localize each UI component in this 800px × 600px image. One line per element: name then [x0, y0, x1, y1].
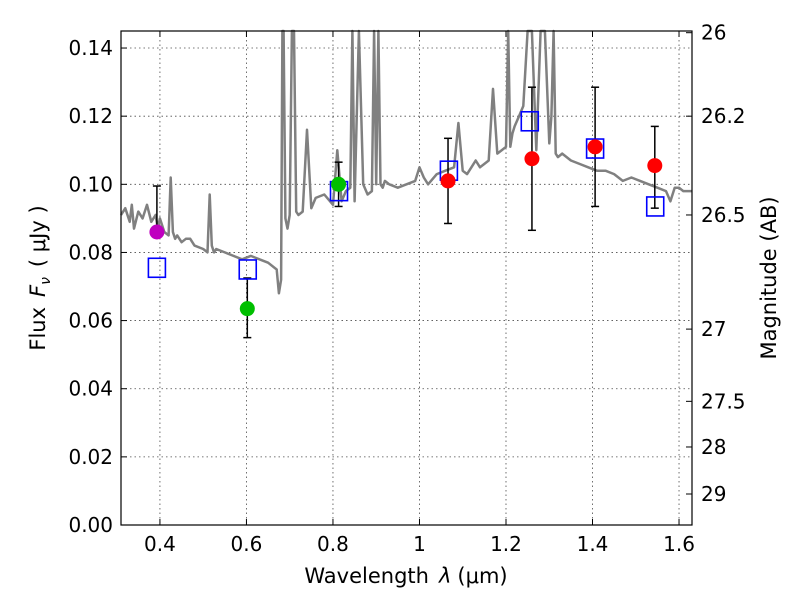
x-tick-label: 0.6 [231, 532, 263, 556]
x-tick-label: 1.6 [663, 532, 695, 556]
model-spectrum-line [119, 29, 692, 295]
y-tick-label: 0.12 [68, 104, 113, 128]
y-tick-label: 0.10 [68, 172, 113, 196]
y-tick-label: 0.06 [68, 309, 113, 333]
y-axis-title-unit: ( μJy ) [26, 205, 50, 267]
observed-point [524, 151, 540, 167]
y-axis-title-prefix: Flux [26, 307, 50, 351]
y-axis-ticks: 0.00 0.02 0.04 0.06 0.08 0.10 0.12 0.14 [68, 36, 127, 537]
y2-tick-label: 27.5 [701, 389, 746, 413]
y-tick-label: 0.02 [68, 445, 113, 469]
y-tick-label: 0.08 [68, 240, 113, 264]
x-tick-label: 1.4 [577, 532, 609, 556]
y2-tick-label: 26.5 [701, 203, 746, 227]
y-axis-title: Flux Fν ( μJy ) [26, 205, 54, 350]
plot-frame [120, 30, 693, 526]
y2-tick-label: 27 [701, 317, 726, 341]
observed-point [239, 301, 255, 317]
observed-point [587, 139, 603, 155]
y-tick-label: 0.14 [68, 36, 113, 60]
x-tick-label: 0.8 [317, 532, 349, 556]
x-tick-label: 1.2 [490, 532, 522, 556]
y2-tick-label: 26 [701, 21, 726, 45]
x-tick-label: 0.4 [144, 532, 176, 556]
y-tick-label: 0.00 [68, 513, 113, 537]
grid [121, 31, 692, 526]
y2-tick-label: 28 [701, 435, 726, 459]
observed-point [149, 224, 165, 240]
y2-axis-ticks: 26 26.2 26.5 27 27.5 28 29 [686, 21, 746, 506]
x-axis-title-unit: (μm) [457, 564, 507, 588]
observed-point [647, 158, 663, 174]
y2-tick-label: 29 [701, 482, 726, 506]
x-axis-title-prefix: Wavelength [304, 564, 429, 588]
x-axis-title: Wavelength λ (μm) [304, 564, 507, 588]
y2-tick-label: 26.2 [701, 104, 746, 128]
x-axis-title-symbol: λ [438, 564, 451, 588]
model-photometry-square [147, 257, 167, 279]
model-photometry-square [645, 196, 665, 217]
y-axis-title-subscript: ν [38, 277, 54, 285]
y-axis-title-symbol: F [26, 284, 50, 297]
x-axis-ticks: 0.4 0.6 0.8 1 1.2 1.4 1.6 [144, 31, 695, 556]
y2-axis-title: Magnitude (AB) [757, 196, 781, 359]
observed-point [331, 176, 347, 192]
observed-point [440, 173, 456, 189]
error-bars [152, 86, 659, 339]
observed-points [149, 139, 663, 317]
model-photometry-square [585, 138, 605, 159]
y-tick-label: 0.04 [68, 377, 113, 401]
model-photometry-square [238, 259, 258, 280]
x-tick-label: 1 [413, 532, 426, 556]
model-photometry-square [520, 110, 540, 132]
